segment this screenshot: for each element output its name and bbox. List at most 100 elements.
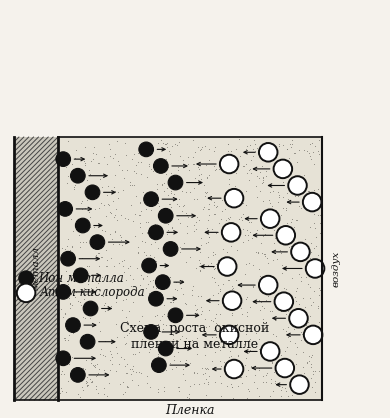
Point [217, 286, 223, 293]
Point [256, 393, 262, 399]
Point [91, 363, 97, 370]
Point [303, 274, 309, 280]
Point [204, 364, 210, 371]
Point [119, 166, 126, 173]
Point [192, 149, 199, 156]
Point [222, 168, 229, 174]
Point [239, 163, 246, 170]
Point [292, 293, 298, 300]
Point [96, 250, 102, 257]
Point [125, 215, 131, 222]
Point [186, 391, 193, 398]
Point [173, 279, 179, 285]
Point [227, 326, 233, 333]
Point [161, 301, 167, 308]
Point [82, 205, 88, 212]
Point [305, 188, 312, 194]
Point [79, 198, 85, 204]
Point [176, 139, 182, 145]
Point [223, 158, 230, 164]
Point [96, 285, 102, 292]
Point [94, 361, 100, 367]
Point [106, 367, 113, 374]
Point [210, 249, 216, 256]
Point [154, 186, 161, 193]
Point [163, 322, 169, 329]
Point [266, 150, 273, 157]
Point [105, 183, 111, 190]
Point [304, 358, 310, 365]
Point [151, 324, 157, 331]
Point [84, 379, 90, 386]
Point [225, 339, 231, 345]
Point [309, 140, 316, 147]
Point [214, 203, 220, 209]
Point [213, 204, 219, 211]
Point [146, 161, 152, 168]
Point [226, 370, 232, 376]
Point [247, 166, 253, 173]
Point [256, 336, 262, 342]
Point [67, 247, 73, 253]
Point [315, 186, 321, 192]
Point [307, 284, 313, 291]
Point [260, 178, 266, 185]
FancyArrowPatch shape [277, 383, 286, 386]
Point [168, 204, 174, 210]
Point [116, 260, 122, 266]
Point [63, 268, 69, 274]
Point [171, 245, 177, 252]
Point [237, 373, 243, 380]
Point [147, 252, 153, 259]
Point [168, 298, 174, 305]
Point [220, 280, 226, 287]
Point [286, 372, 292, 378]
Point [107, 357, 113, 363]
Point [246, 303, 253, 310]
Point [265, 344, 271, 350]
Point [232, 331, 238, 337]
Circle shape [158, 341, 173, 356]
Point [84, 383, 90, 390]
Point [232, 182, 238, 189]
Point [93, 386, 99, 393]
Point [87, 315, 93, 321]
Point [154, 181, 160, 187]
Point [195, 163, 201, 170]
Point [225, 215, 231, 222]
Point [144, 372, 150, 379]
Point [95, 370, 101, 376]
Point [310, 299, 316, 306]
Point [130, 276, 136, 283]
Point [271, 377, 278, 384]
Point [180, 370, 186, 377]
Point [197, 267, 203, 273]
Point [232, 229, 238, 235]
Point [240, 163, 246, 169]
Point [101, 338, 108, 345]
Point [93, 372, 99, 379]
Point [211, 199, 217, 205]
Point [227, 213, 233, 220]
Point [267, 307, 273, 314]
Point [229, 311, 236, 318]
Point [132, 351, 138, 357]
Point [182, 377, 188, 383]
Point [226, 176, 232, 182]
Point [103, 212, 109, 219]
Point [272, 234, 278, 241]
Point [193, 226, 199, 233]
Point [258, 352, 264, 359]
Point [289, 137, 295, 143]
Point [88, 158, 94, 164]
Point [184, 223, 190, 229]
FancyArrowPatch shape [245, 217, 257, 220]
Point [193, 214, 200, 220]
Point [147, 278, 153, 284]
Point [134, 265, 140, 271]
Point [67, 299, 73, 306]
Point [64, 253, 70, 260]
Point [199, 144, 205, 150]
Point [243, 372, 250, 379]
Point [263, 173, 269, 180]
